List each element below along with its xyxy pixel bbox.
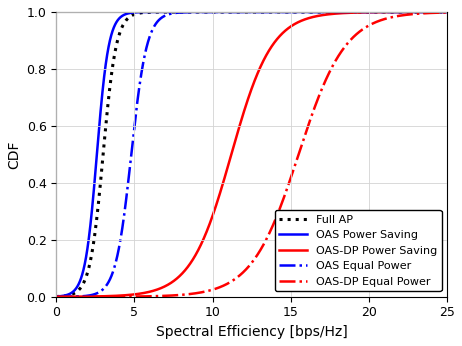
X-axis label: Spectral Efficiency [bps/Hz]: Spectral Efficiency [bps/Hz] [156, 325, 347, 339]
Y-axis label: CDF: CDF [7, 140, 21, 169]
Legend: Full AP, OAS Power Saving, OAS-DP Power Saving, OAS Equal Power, OAS-DP Equal Po: Full AP, OAS Power Saving, OAS-DP Power … [275, 210, 442, 291]
